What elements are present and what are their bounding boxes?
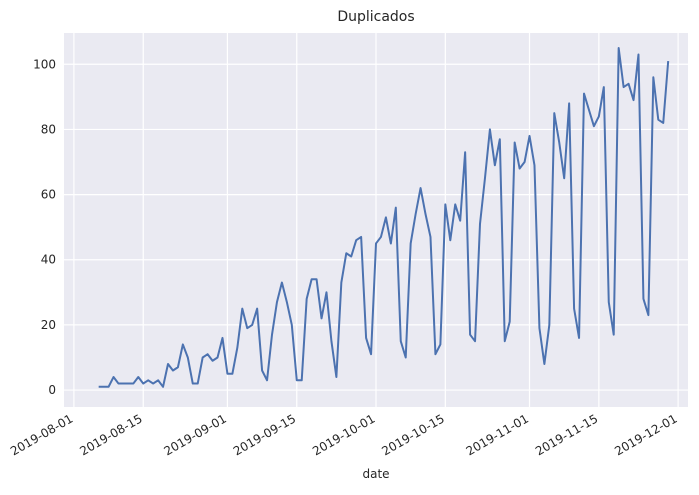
x-tick-label: 2019-10-01: [310, 411, 377, 458]
y-tick-label: 60: [41, 188, 56, 202]
y-tick-label: 100: [33, 57, 56, 71]
x-tick-label: 2019-11-15: [533, 411, 600, 458]
x-tick-label: 2019-12-01: [612, 411, 679, 458]
y-tick-label: 80: [41, 122, 56, 136]
chart-title: Duplicados: [337, 9, 414, 25]
y-tick-label: 0: [48, 383, 56, 397]
x-axis-label: date: [362, 467, 389, 481]
x-tick-label: 2019-08-01: [8, 411, 75, 458]
x-tick-label: 2019-09-01: [162, 411, 229, 458]
y-tick-label: 40: [41, 253, 56, 267]
x-tick-label: 2019-11-01: [464, 411, 531, 458]
x-tick-label: 2019-09-15: [231, 411, 298, 458]
line: [98, 46, 670, 388]
x-tick-label: 2019-10-15: [379, 411, 446, 458]
y-tick-label: 20: [41, 318, 56, 332]
x-tick-label: 2019-08-15: [77, 411, 144, 458]
